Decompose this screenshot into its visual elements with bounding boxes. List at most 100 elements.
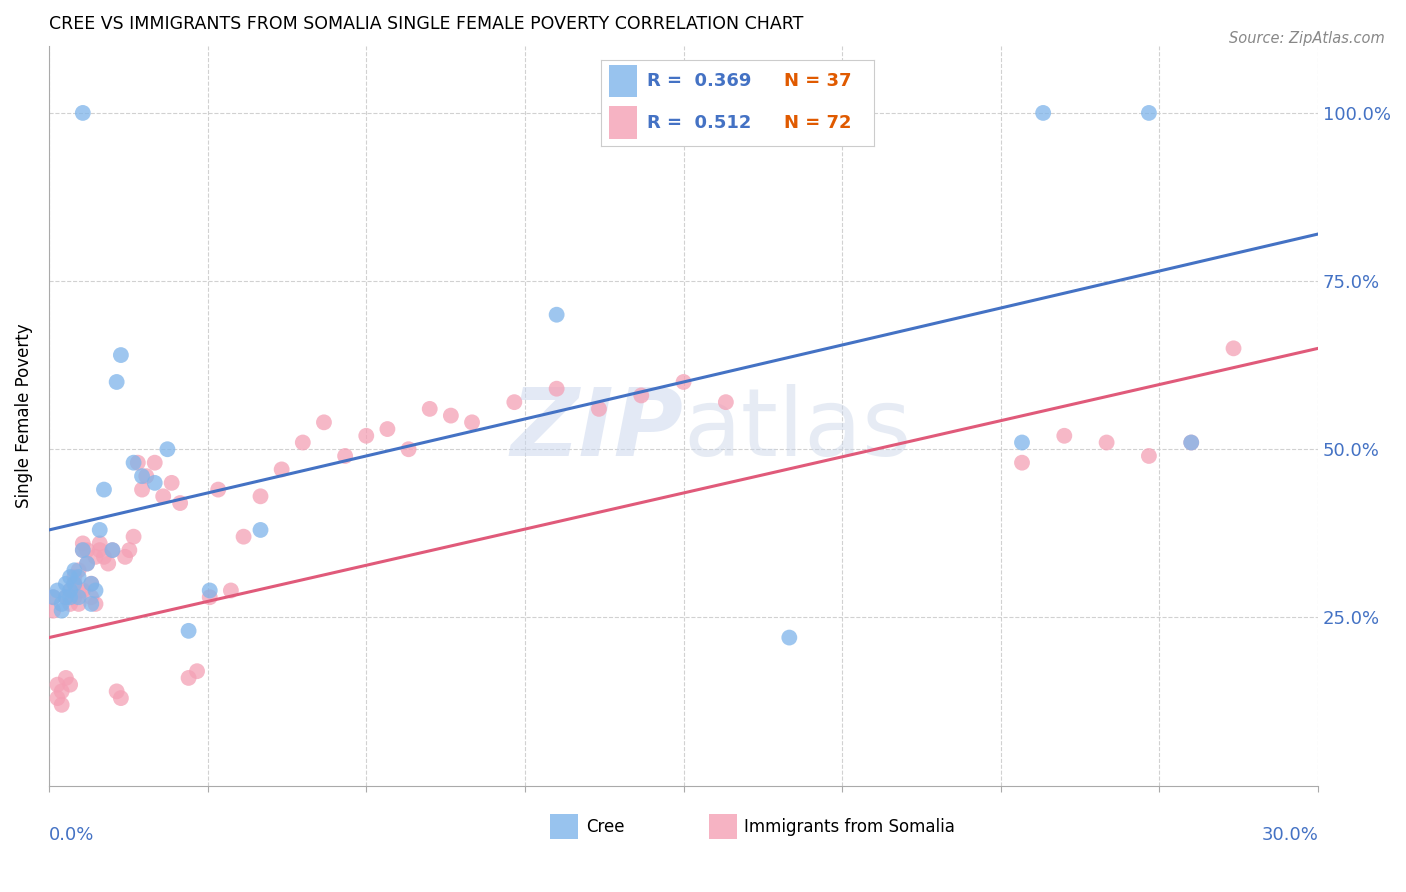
Point bbox=[778, 631, 800, 645]
Point bbox=[398, 442, 420, 457]
Point bbox=[51, 604, 73, 618]
Text: ZIP: ZIP bbox=[510, 384, 683, 476]
Point bbox=[1095, 435, 1118, 450]
Point bbox=[72, 583, 94, 598]
Point bbox=[461, 415, 484, 429]
Text: 30.0%: 30.0% bbox=[1261, 826, 1319, 844]
Bar bbox=[550, 814, 578, 838]
Point bbox=[114, 549, 136, 564]
Point bbox=[84, 597, 107, 611]
Point bbox=[93, 483, 115, 497]
Y-axis label: Single Female Poverty: Single Female Poverty bbox=[15, 323, 32, 508]
Point bbox=[93, 549, 115, 564]
Point bbox=[101, 543, 124, 558]
Point bbox=[59, 583, 82, 598]
Point bbox=[249, 523, 271, 537]
Point bbox=[84, 549, 107, 564]
Point bbox=[67, 597, 90, 611]
Point bbox=[1137, 449, 1160, 463]
Point bbox=[97, 557, 120, 571]
Point bbox=[110, 691, 132, 706]
Point bbox=[152, 489, 174, 503]
Point bbox=[127, 456, 149, 470]
Point bbox=[55, 591, 77, 605]
Text: Cree: Cree bbox=[586, 818, 624, 836]
Text: Immigrants from Somalia: Immigrants from Somalia bbox=[744, 818, 955, 836]
Point bbox=[55, 591, 77, 605]
Point bbox=[59, 583, 82, 598]
Point bbox=[42, 604, 65, 618]
Point bbox=[46, 583, 69, 598]
Point bbox=[270, 462, 292, 476]
Point bbox=[312, 415, 335, 429]
Text: 0.0%: 0.0% bbox=[49, 826, 94, 844]
Point bbox=[198, 591, 221, 605]
Point bbox=[118, 543, 141, 558]
Point bbox=[249, 489, 271, 503]
Point bbox=[105, 684, 128, 698]
Point bbox=[76, 557, 98, 571]
Point bbox=[63, 563, 86, 577]
Point bbox=[1222, 342, 1244, 356]
Point bbox=[105, 375, 128, 389]
Point bbox=[67, 591, 90, 605]
Point bbox=[1180, 435, 1202, 450]
Text: CREE VS IMMIGRANTS FROM SOMALIA SINGLE FEMALE POVERTY CORRELATION CHART: CREE VS IMMIGRANTS FROM SOMALIA SINGLE F… bbox=[49, 15, 803, 33]
Point bbox=[51, 684, 73, 698]
Point bbox=[55, 671, 77, 685]
Point bbox=[63, 591, 86, 605]
Point bbox=[80, 591, 103, 605]
Point bbox=[1011, 456, 1033, 470]
Point bbox=[135, 469, 157, 483]
Point bbox=[122, 530, 145, 544]
Point bbox=[72, 543, 94, 558]
Point bbox=[588, 401, 610, 416]
Point bbox=[169, 496, 191, 510]
Point bbox=[356, 429, 378, 443]
Point bbox=[67, 570, 90, 584]
Point bbox=[59, 597, 82, 611]
Point bbox=[67, 563, 90, 577]
Text: atlas: atlas bbox=[683, 384, 912, 476]
Point bbox=[143, 456, 166, 470]
Point bbox=[1011, 435, 1033, 450]
Point bbox=[51, 597, 73, 611]
Point bbox=[59, 591, 82, 605]
Point bbox=[55, 576, 77, 591]
Point bbox=[89, 543, 111, 558]
Point bbox=[291, 435, 314, 450]
Point bbox=[63, 576, 86, 591]
Point bbox=[42, 591, 65, 605]
Point bbox=[177, 671, 200, 685]
Point bbox=[156, 442, 179, 457]
Point bbox=[59, 678, 82, 692]
Point bbox=[672, 375, 695, 389]
Point bbox=[89, 536, 111, 550]
Point bbox=[714, 395, 737, 409]
Bar bbox=[709, 814, 737, 838]
Point bbox=[232, 530, 254, 544]
Point bbox=[101, 543, 124, 558]
Point bbox=[89, 523, 111, 537]
Point bbox=[72, 536, 94, 550]
Point bbox=[546, 308, 568, 322]
Point bbox=[503, 395, 526, 409]
Point bbox=[207, 483, 229, 497]
Point bbox=[110, 348, 132, 362]
Point bbox=[143, 475, 166, 490]
Point bbox=[440, 409, 463, 423]
Point bbox=[46, 678, 69, 692]
Point bbox=[63, 576, 86, 591]
Point bbox=[46, 691, 69, 706]
Point bbox=[131, 483, 153, 497]
Point bbox=[1137, 106, 1160, 120]
Point bbox=[131, 469, 153, 483]
Point bbox=[419, 401, 441, 416]
Point bbox=[80, 576, 103, 591]
Point bbox=[1053, 429, 1076, 443]
Point bbox=[67, 583, 90, 598]
Point bbox=[80, 597, 103, 611]
Point bbox=[1032, 106, 1054, 120]
Point bbox=[59, 570, 82, 584]
Point bbox=[377, 422, 399, 436]
